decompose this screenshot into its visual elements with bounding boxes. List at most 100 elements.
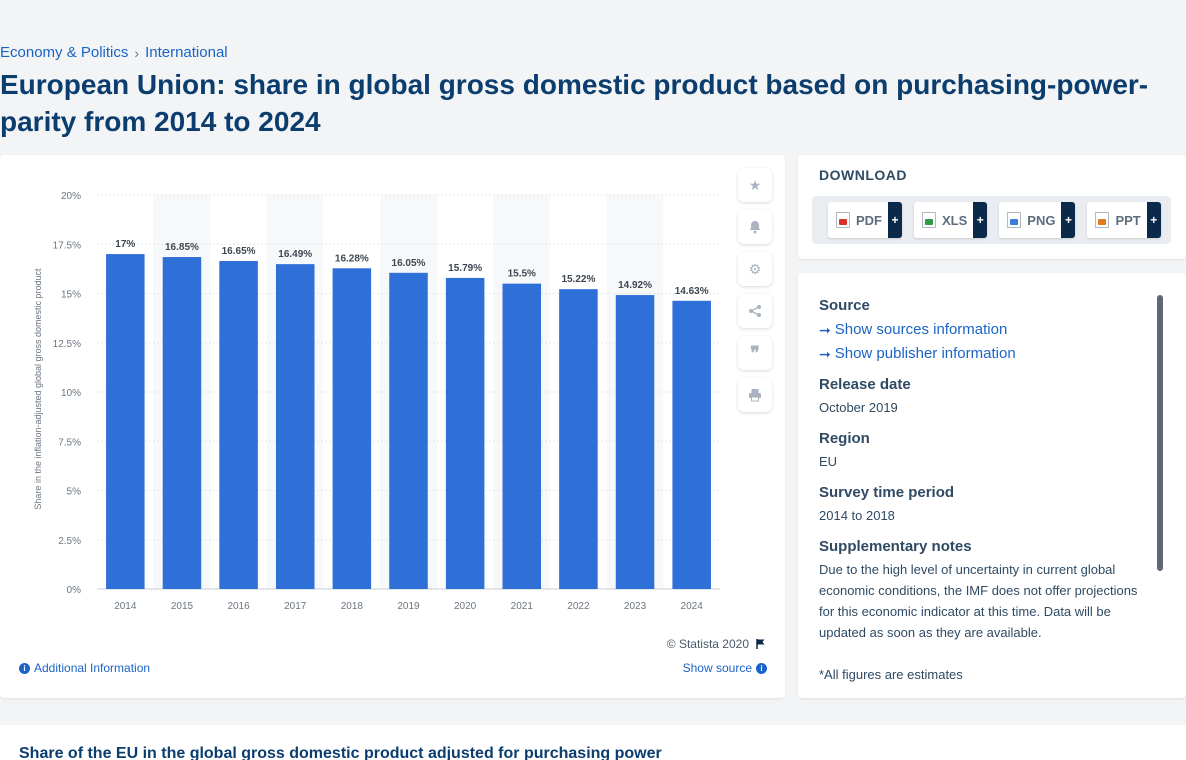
pdf-file-icon (836, 212, 850, 228)
region-value: EU (819, 454, 838, 469)
x-tick-label: 2017 (284, 601, 307, 612)
show-publisher-label: Show publisher information (834, 345, 1016, 362)
gear-icon: ⚙ (748, 260, 762, 277)
bar (275, 264, 315, 589)
data-label: 16.05% (392, 258, 426, 269)
additional-information-link[interactable]: i Additional Information (19, 661, 150, 675)
ppt-label: PPT (1115, 212, 1141, 228)
bar (502, 283, 542, 589)
flag-icon[interactable] (755, 638, 767, 650)
data-label: 15.79% (448, 263, 482, 274)
breadcrumb-international[interactable]: International (145, 44, 228, 61)
x-tick-label: 2019 (397, 601, 420, 612)
download-xls-button[interactable]: XLS + (914, 202, 988, 238)
xls-label: XLS (942, 212, 968, 228)
show-sources-label: Show sources information (834, 321, 1008, 338)
meta-scrollbar[interactable] (1157, 295, 1163, 571)
data-label: 15.22% (561, 274, 595, 285)
release-value: October 2019 (819, 400, 898, 415)
region-heading: Region (819, 430, 870, 447)
chart-card: 0% 2.5% 5% 7.5% 10% 12.5% 15% 17.5% 20% Share in … (0, 155, 785, 698)
download-png-button[interactable]: PNG + (999, 202, 1076, 238)
share-icon (749, 305, 761, 317)
description-card: Share of the EU in the global gross dome… (0, 725, 1186, 760)
y-tick-label: 15% (61, 290, 81, 301)
png-label: PNG (1027, 212, 1056, 228)
data-label: 14.92% (618, 280, 652, 291)
notes-heading: Supplementary notes (819, 538, 972, 555)
credit-text: © Statista 2020 (666, 637, 749, 651)
y-tick-label: 0% (67, 585, 82, 596)
additional-information-label: Additional Information (34, 661, 151, 675)
top-bar (0, 0, 1186, 40)
download-pdf-button[interactable]: PDF + (828, 202, 902, 238)
data-label: 16.65% (222, 246, 256, 257)
x-tick-label: 2022 (567, 601, 590, 612)
bar (672, 300, 711, 589)
description-title: Share of the EU in the global gross dome… (19, 745, 662, 760)
bar (162, 257, 202, 589)
data-label: 15.5% (508, 269, 536, 280)
breadcrumb-economy-politics[interactable]: Economy & Politics (0, 44, 129, 61)
x-tick-label: 2016 (227, 601, 250, 612)
bar-chart: 0% 2.5% 5% 7.5% 10% 12.5% 15% 17.5% 20% Share in … (33, 191, 720, 612)
info-icon: i (756, 662, 767, 674)
show-sources-link[interactable]: ➞ Show sources information (819, 318, 1149, 342)
data-label: 16.85% (165, 242, 199, 253)
print-button[interactable] (738, 378, 772, 412)
x-tick-label: 2014 (114, 601, 137, 612)
print-icon (749, 389, 761, 402)
bar (332, 268, 372, 589)
star-icon: ★ (748, 176, 762, 193)
bar (445, 277, 485, 589)
bar (615, 295, 655, 589)
settings-button[interactable]: ⚙ (738, 252, 772, 286)
data-label: 17% (115, 239, 135, 250)
x-tick-label: 2024 (681, 601, 704, 612)
y-tick-label: 5% (67, 487, 82, 498)
survey-heading: Survey time period (819, 484, 955, 501)
show-publisher-link[interactable]: ➞ Show publisher information (819, 342, 1149, 366)
cite-button[interactable]: ❞ (738, 336, 772, 370)
data-label: 16.28% (335, 253, 369, 264)
y-tick-label: 17.5% (53, 240, 81, 251)
y-tick-label: 2.5% (58, 536, 81, 547)
x-tick-label: 2023 (624, 601, 647, 612)
x-tick-label: 2020 (454, 601, 477, 612)
y-tick-label: 7.5% (58, 437, 81, 448)
y-tick-label: 20% (61, 191, 81, 202)
bar (106, 254, 145, 589)
quote-icon: ❞ (750, 343, 760, 363)
y-tick-label: 10% (61, 388, 81, 399)
page-title: European Union: share in global gross do… (0, 69, 1149, 137)
bar (389, 272, 428, 589)
info-icon: i (19, 662, 30, 674)
png-file-icon (1007, 212, 1022, 228)
survey-value: 2014 to 2018 (819, 508, 895, 523)
x-tick-label: 2015 (171, 601, 194, 612)
x-tick-label: 2018 (341, 601, 364, 612)
show-source-link[interactable]: Show source i (683, 661, 767, 675)
x-tick-label: 2021 (511, 601, 534, 612)
arrow-right-icon: ➞ (819, 346, 831, 362)
download-card: DOWNLOAD PDF + XLS + PNG + PPT + (798, 155, 1186, 259)
download-ppt-button[interactable]: PPT + (1087, 202, 1161, 238)
bell-icon (749, 221, 761, 234)
data-label: 14.63% (675, 286, 709, 297)
share-button[interactable] (738, 294, 772, 328)
png-plus[interactable]: + (1061, 202, 1076, 238)
ppt-file-icon (1095, 212, 1110, 228)
arrow-right-icon: ➞ (819, 322, 831, 338)
meta-content: Source ➞ Show sources information ➞ Show p… (819, 297, 1149, 685)
pdf-plus[interactable]: + (888, 202, 902, 238)
source-heading: Source (819, 297, 870, 314)
xls-plus[interactable]: + (973, 202, 988, 238)
notes-value: Due to the high level of uncertainty in … (819, 562, 1138, 640)
notification-button[interactable] (738, 210, 772, 244)
chart-toolbar: ★ ⚙ ❞ (738, 168, 772, 420)
meta-card[interactable]: Source ➞ Show sources information ➞ Show p… (798, 273, 1186, 698)
breadcrumb: Economy & Politics › International (0, 44, 228, 61)
ppt-plus[interactable]: + (1146, 202, 1161, 238)
favorite-button[interactable]: ★ (738, 168, 772, 202)
